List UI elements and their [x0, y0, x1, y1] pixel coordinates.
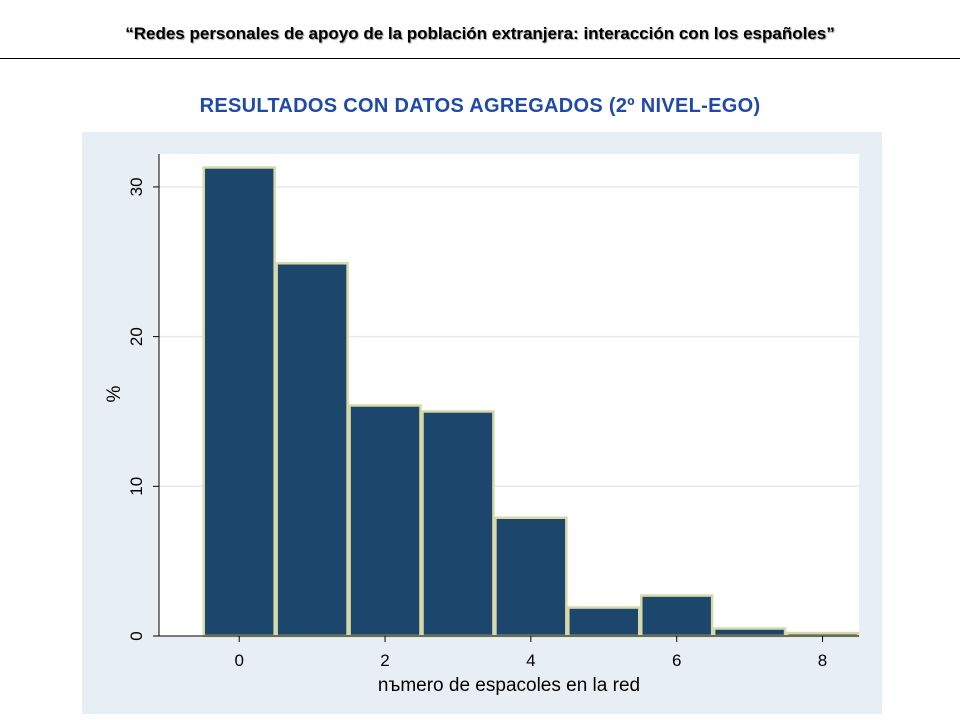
chart-panel: 0 10 20 30 0 2 4 6 8 % nъmero de espacoles en l… — [82, 132, 882, 714]
x-tick-label: 4 — [526, 651, 535, 670]
y-tick-label: 10 — [127, 477, 146, 496]
histogram-chart: 0 10 20 30 0 2 4 6 8 % nъmero de espacoles en l… — [104, 154, 860, 696]
x-tick-label: 0 — [234, 651, 243, 670]
bar-2 — [348, 404, 422, 638]
bar-7 — [712, 627, 787, 638]
bar-5 — [567, 606, 641, 638]
header-divider — [0, 58, 960, 59]
slide-subtitle: RESULTADOS CON DATOS AGREGADOS (2º NIVEL… — [199, 95, 761, 117]
bar-6 — [640, 594, 714, 638]
x-tick-label: 6 — [672, 651, 681, 670]
x-tick-label: 8 — [818, 651, 827, 670]
bars — [202, 166, 860, 638]
y-tick-label: 0 — [127, 631, 146, 640]
x-axis-ticks: 0 2 4 6 8 — [234, 636, 827, 670]
x-axis-label: nъmero de espacoles en la red — [378, 675, 640, 696]
y-tick-label: 20 — [127, 327, 146, 346]
bar-1 — [275, 262, 349, 638]
y-tick-label: 30 — [127, 177, 146, 196]
bar-0 — [202, 166, 276, 638]
bar-3 — [421, 410, 495, 638]
y-axis-label: % — [104, 385, 125, 402]
bar-4 — [494, 516, 568, 638]
x-tick-label: 2 — [380, 651, 389, 670]
slide-header: “Redes personales de apoyo de la poblaci… — [125, 24, 835, 43]
y-axis-ticks: 0 10 20 30 — [127, 177, 159, 641]
